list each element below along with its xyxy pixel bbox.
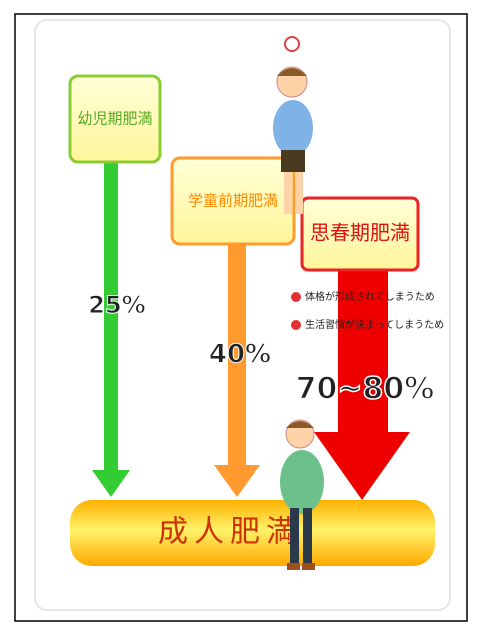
stage-label: 学童前期肥満 bbox=[188, 192, 278, 210]
bullet bbox=[291, 292, 301, 302]
rate: 40% bbox=[209, 340, 271, 370]
diagram: 幼児期肥満 学童前期肥満 思春期肥満 25% 40% 70~80% 体格が形成さ… bbox=[0, 0, 482, 627]
stage-label: 思春期肥満 bbox=[310, 221, 410, 245]
result-label: 成人肥満 bbox=[158, 515, 302, 550]
note: 体格が形成されてしまうため bbox=[305, 290, 435, 303]
rate: 70~80% bbox=[296, 372, 435, 407]
bullet bbox=[291, 320, 301, 330]
rate: 25% bbox=[88, 291, 145, 319]
note: 生活習慣が決まってしまうため bbox=[305, 318, 444, 331]
stage-label: 幼児期肥満 bbox=[77, 110, 152, 128]
